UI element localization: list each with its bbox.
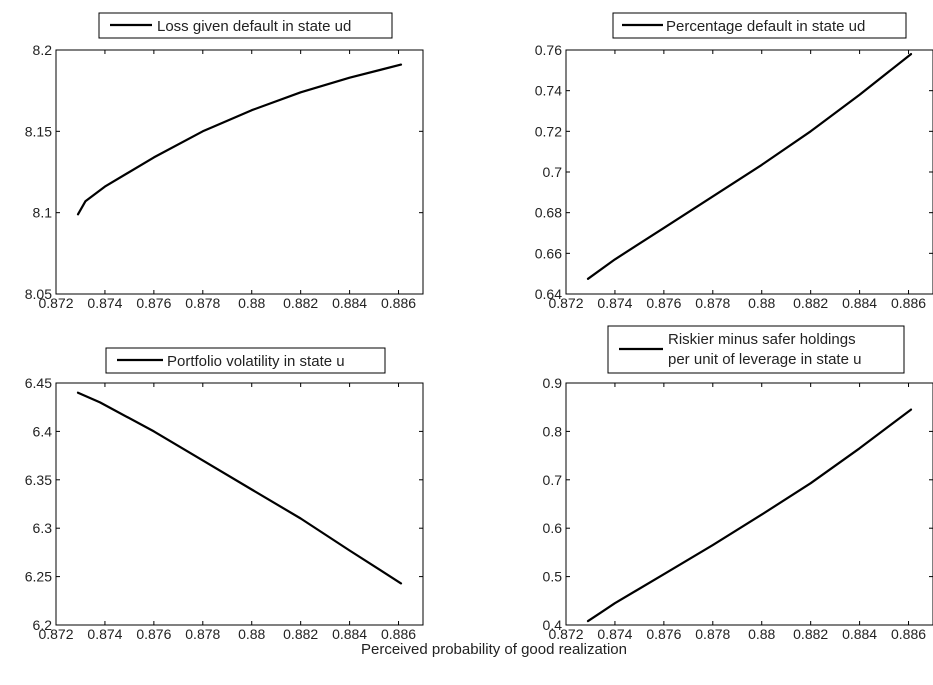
x-tick-label: 0.872: [38, 295, 73, 311]
legend: Riskier minus safer holdings per unit of…: [607, 325, 905, 374]
legend: Portfolio volatility in state u: [105, 347, 386, 374]
y-tick-label: 0.7: [543, 472, 563, 488]
tick-labels: 0.872 0.874 0.876 0.878 0.88 0.882 0.884 0.886 8…: [25, 42, 417, 311]
legend-label: Percentage default in state ud: [666, 18, 865, 35]
x-tick-label: 0.878: [185, 295, 220, 311]
y-tick-label: 6.45: [25, 375, 52, 391]
subplot-loss-given-default: 0.872 0.874 0.876 0.878 0.88 0.882 0.884 0.886 8…: [25, 12, 424, 311]
y-tick-label: 6.25: [25, 569, 52, 585]
x-tick-label: 0.874: [597, 295, 632, 311]
y-tick-label: 6.3: [33, 520, 53, 536]
x-tick-label: 0.882: [793, 626, 828, 642]
y-tick-label: 0.9: [543, 375, 563, 391]
series-line: [586, 52, 913, 280]
y-tick-label: 8.05: [25, 286, 52, 302]
series-lines: [76, 63, 403, 216]
x-tick-label: 0.872: [548, 295, 583, 311]
y-tick-label: 0.4: [543, 617, 563, 633]
y-tick-label: 6.35: [25, 472, 52, 488]
y-tick-label: 0.5: [543, 569, 563, 585]
x-tick-label: 0.886: [381, 626, 416, 642]
x-tick-label: 0.874: [597, 626, 632, 642]
x-tick-label: 0.88: [238, 295, 265, 311]
legend: Loss given default in state ud: [98, 12, 393, 39]
x-tick-label: 0.88: [748, 295, 775, 311]
y-tick-label: 0.68: [535, 205, 562, 221]
x-tick-label: 0.872: [38, 626, 73, 642]
x-tick-label: 0.884: [332, 295, 367, 311]
y-tick-label: 6.4: [33, 423, 53, 439]
legend-label: Portfolio volatility in state u: [167, 353, 345, 370]
subplot-riskier-minus-safer: 0.872 0.874 0.876 0.878 0.88 0.882 0.884 0.886 0…: [543, 325, 933, 642]
axis-ticks: [55, 49, 423, 295]
y-tick-label: 6.2: [33, 617, 53, 633]
x-tick-label: 0.88: [238, 626, 265, 642]
x-tick-label: 0.884: [842, 295, 877, 311]
legend-label-line-2: per unit of leverage in state u: [668, 351, 861, 368]
y-tick-label: 0.66: [535, 245, 562, 261]
x-tick-label: 0.878: [695, 295, 730, 311]
legend: Percentage default in state ud: [612, 12, 907, 39]
axis-ticks: [55, 382, 423, 626]
x-tick-label: 0.882: [283, 626, 318, 642]
x-tick-label: 0.876: [646, 626, 681, 642]
x-tick-label: 0.872: [548, 626, 583, 642]
x-tick-label: 0.878: [185, 626, 220, 642]
y-tick-label: 0.74: [535, 83, 562, 99]
x-tick-label: 0.878: [695, 626, 730, 642]
tick-labels: 0.872 0.874 0.876 0.878 0.88 0.882 0.884 0.886 6…: [25, 375, 417, 642]
series-lines: [586, 408, 913, 623]
series-line: [76, 391, 403, 585]
tick-labels: 0.872 0.874 0.876 0.878 0.88 0.882 0.884 0.886 0…: [543, 375, 927, 642]
x-tick-label: 0.886: [381, 295, 416, 311]
x-tick-label: 0.884: [332, 626, 367, 642]
y-tick-label: 0.64: [535, 286, 562, 302]
axis-ticks: [565, 382, 933, 626]
x-tick-label: 0.886: [891, 626, 926, 642]
y-tick-label: 8.2: [33, 42, 53, 58]
x-tick-label: 0.88: [748, 626, 775, 642]
x-tick-label: 0.886: [891, 295, 926, 311]
x-tick-label: 0.882: [793, 295, 828, 311]
legend-label-line-1: Riskier minus safer holdings: [668, 331, 856, 348]
axis-ticks: [565, 49, 933, 295]
plot-area: [55, 49, 424, 295]
subplot-percentage-default: 0.872 0.874 0.876 0.878 0.88 0.882 0.884 0.886 0…: [535, 12, 933, 311]
y-tick-label: 0.72: [535, 123, 562, 139]
x-tick-label: 0.876: [136, 295, 171, 311]
x-tick-label: 0.882: [283, 295, 318, 311]
series-lines: [586, 52, 913, 280]
y-tick-label: 0.76: [535, 42, 562, 58]
x-tick-label: 0.874: [87, 295, 122, 311]
y-tick-label: 8.1: [33, 205, 53, 221]
series-lines: [76, 391, 403, 585]
y-tick-label: 0.8: [543, 423, 563, 439]
x-tick-label: 0.876: [646, 295, 681, 311]
plot-area: [565, 382, 933, 626]
y-tick-label: 8.15: [25, 123, 52, 139]
x-axis-label: Perceived probability of good realizatio…: [361, 641, 627, 658]
y-tick-label: 0.6: [543, 520, 563, 536]
legend-label: Loss given default in state ud: [157, 18, 351, 35]
tick-labels: 0.872 0.874 0.876 0.878 0.88 0.882 0.884 0.886 0…: [535, 42, 927, 311]
y-tick-label: 0.7: [543, 164, 563, 180]
series-line: [586, 408, 913, 623]
x-tick-label: 0.874: [87, 626, 122, 642]
x-tick-label: 0.876: [136, 626, 171, 642]
subplot-portfolio-volatility: 0.872 0.874 0.876 0.878 0.88 0.882 0.884 0.886 6…: [25, 347, 424, 642]
x-tick-label: 0.884: [842, 626, 877, 642]
plot-area: [55, 382, 424, 626]
series-line: [76, 63, 403, 216]
